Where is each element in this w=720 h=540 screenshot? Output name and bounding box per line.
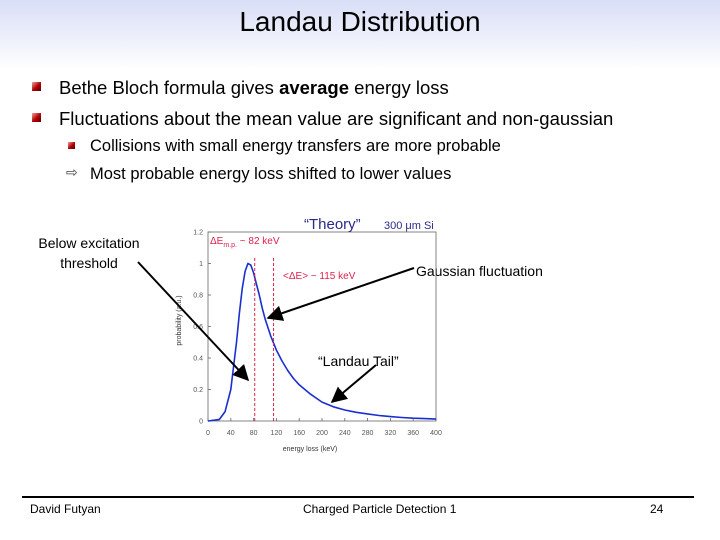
footer-page-number: 24 — [650, 502, 664, 516]
footer-author: David Futyan — [30, 502, 101, 516]
arrow-to-rising-edge — [137, 261, 250, 382]
sub-bullet-collisions: Collisions with small energy transfers a… — [68, 137, 501, 156]
y-tick-label: 0 — [199, 419, 203, 426]
x-tick-label: 320 — [385, 430, 397, 437]
bullet-text: Fluctuations about the mean value are si… — [59, 108, 614, 129]
x-axis-label: energy loss (keV) — [283, 446, 337, 453]
y-tick-label: 1 — [199, 261, 203, 268]
bullet-text-part: energy loss — [349, 77, 449, 98]
y-tick-label: 0.2 — [193, 387, 203, 394]
annotation-landau-tail: “Landau Tail” — [318, 353, 399, 369]
x-tick-label: 40 — [227, 430, 235, 437]
footer-course: Charged Particle Detection 1 — [303, 502, 457, 516]
most-probable-label: ΔEm.p. ~ 82 keV — [210, 236, 280, 249]
sub-bullet-text: Most probable energy loss shifted to low… — [90, 165, 452, 183]
arrow-to-peak — [266, 267, 415, 321]
chart-subtitle: 300 μm Si — [384, 220, 434, 232]
arrow-to-tail — [330, 364, 377, 404]
bullet-bethe-bloch: Bethe Bloch formula gives average energy… — [32, 77, 449, 99]
chart-title: “Theory” — [304, 216, 361, 233]
x-tick-label: 160 — [293, 430, 305, 437]
annotation-below-excitation: Below excitation threshold — [28, 233, 150, 273]
sub-bullet-most-probable: ⇨ Most probable energy loss shifted to l… — [66, 165, 452, 184]
landau-curve — [207, 262, 437, 422]
bullet-emphasis: average — [279, 77, 350, 98]
y-tick-label: 1.2 — [193, 230, 203, 237]
square-bullet-icon — [68, 142, 75, 149]
y-tick-label: 0.8 — [193, 293, 203, 300]
footer-divider — [22, 496, 694, 498]
x-tick-label: 200 — [316, 430, 328, 437]
bullet-text-part: Bethe Bloch formula gives — [59, 77, 280, 98]
x-tick-label: 240 — [339, 430, 351, 437]
annotation-gaussian: Gaussian fluctuation — [416, 263, 543, 279]
mean-label: <ΔE> ~ 115 keV — [283, 271, 356, 282]
y-tick-label: 0.4 — [193, 356, 203, 363]
x-tick-label: 0 — [206, 430, 210, 437]
y-axis-label: probability (a.u.) — [176, 295, 183, 345]
annotation-line: Below excitation — [38, 235, 140, 251]
annotation-line: threshold — [60, 255, 118, 271]
arrow-right-icon: ⇨ — [66, 165, 78, 181]
x-tick-label: 120 — [271, 430, 283, 437]
x-tick-label: 400 — [430, 430, 442, 437]
x-tick-label: 80 — [250, 430, 258, 437]
x-tick-label: 280 — [362, 430, 374, 437]
bullet-fluctuations: Fluctuations about the mean value are si… — [32, 108, 614, 130]
square-bullet-icon — [32, 82, 41, 91]
sub-bullet-text: Collisions with small energy transfers a… — [90, 137, 501, 155]
slide-title: Landau Distribution — [239, 6, 481, 37]
y-tick-label: 0.6 — [193, 324, 203, 331]
plot-frame — [207, 231, 437, 422]
square-bullet-icon — [32, 113, 41, 122]
x-tick-label: 360 — [407, 430, 419, 437]
